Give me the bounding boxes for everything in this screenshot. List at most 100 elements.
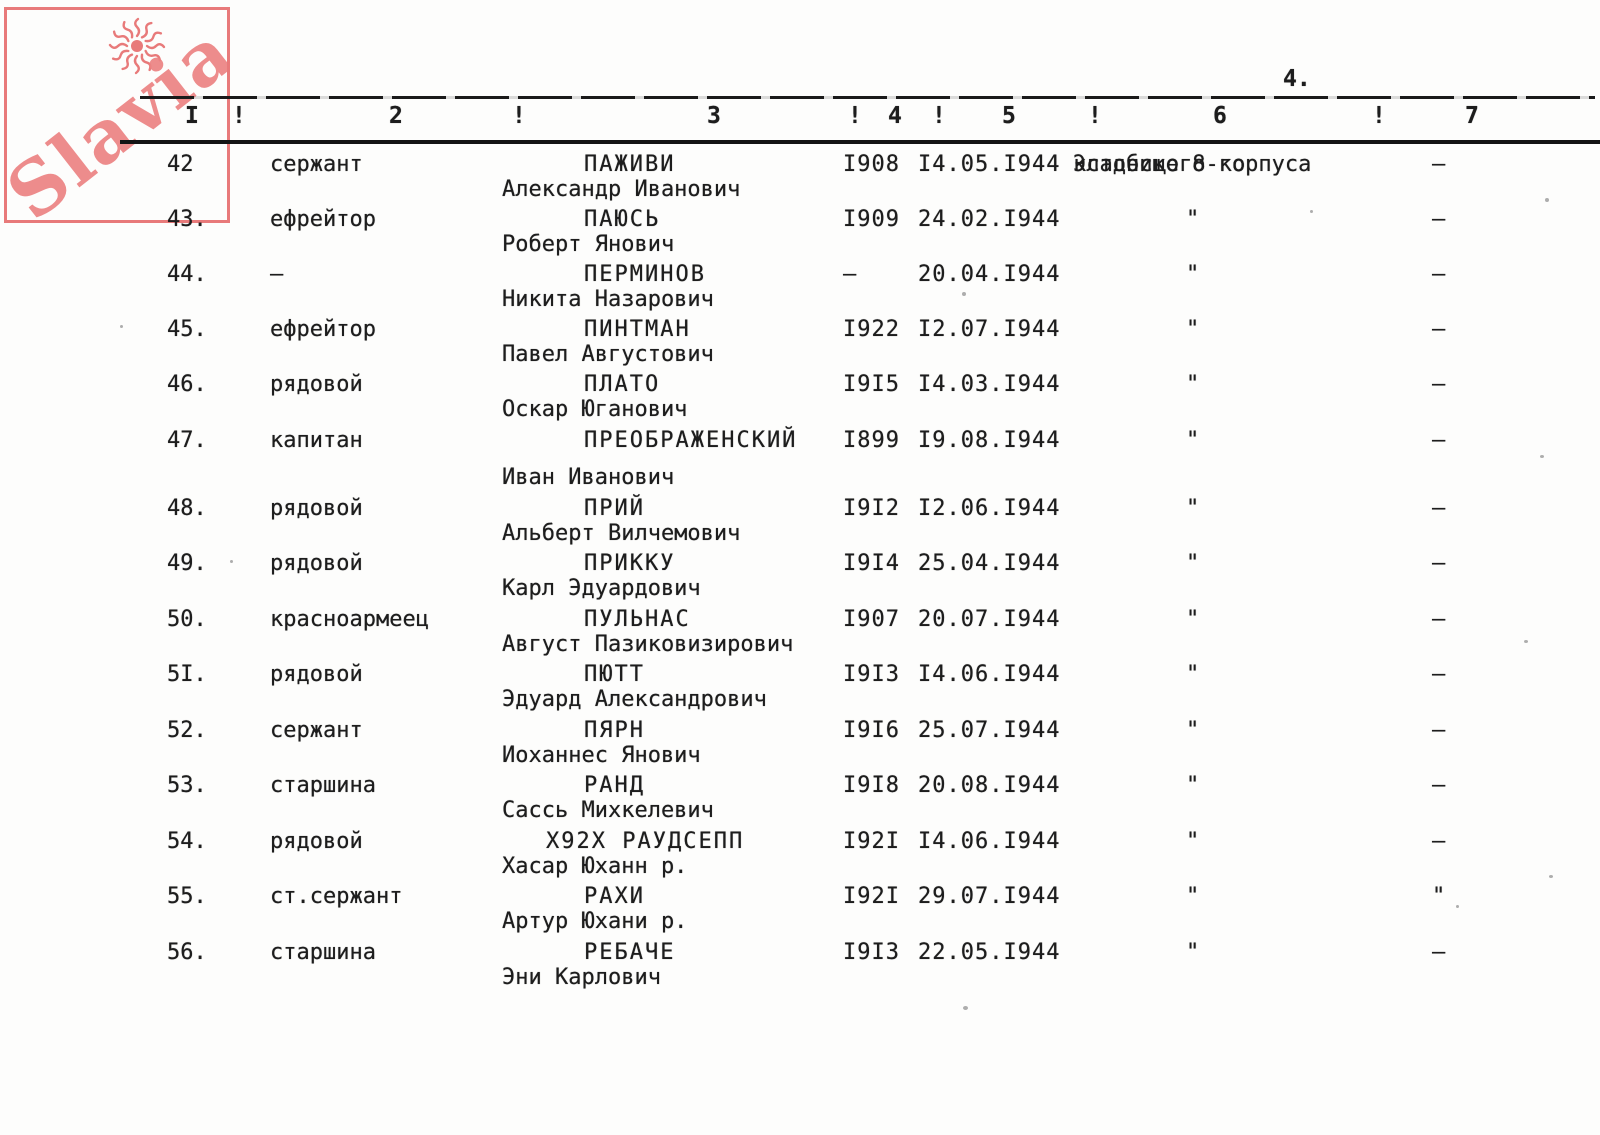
rank-cell: капитан bbox=[270, 428, 363, 453]
given-name-cell: Павел Августович bbox=[502, 342, 714, 367]
death-date-cell: I4.06.I944 bbox=[918, 829, 1061, 854]
award-cell: — bbox=[1432, 940, 1446, 965]
row-number: 53. bbox=[167, 773, 207, 798]
col-header-4: 4 bbox=[888, 103, 902, 129]
given-name-cell: Иван Иванович bbox=[502, 465, 675, 490]
scan-speckle bbox=[1549, 875, 1553, 878]
scan-speckle bbox=[963, 1006, 968, 1010]
surname-cell: ПИНТМАН bbox=[584, 317, 691, 342]
burial-place-cell: " bbox=[1186, 496, 1200, 521]
given-name-cell: Карл Эдуардович bbox=[502, 576, 701, 601]
table-row: 56. старшина РЕБАЧЕ Эни Карлович I9I3 22… bbox=[0, 940, 1600, 996]
rank-cell: сержант bbox=[270, 718, 363, 743]
col-separator: ! bbox=[1088, 103, 1102, 129]
birth-year-cell: I9I5 bbox=[843, 372, 900, 397]
col-header-1: I bbox=[185, 103, 199, 129]
burial-place-cell: " bbox=[1186, 428, 1200, 453]
row-number: 42 bbox=[167, 152, 194, 177]
birth-year-cell: I907 bbox=[843, 607, 900, 632]
award-cell: — bbox=[1432, 428, 1446, 453]
row-number: 44. bbox=[167, 262, 207, 287]
award-cell: — bbox=[1432, 372, 1446, 397]
rank-cell: старшина bbox=[270, 940, 376, 965]
death-date-cell: I2.07.I944 bbox=[918, 317, 1061, 342]
death-date-cell: I4.05.I944 bbox=[918, 152, 1061, 177]
award-cell: — bbox=[1432, 773, 1446, 798]
surname-cell: РАХИ bbox=[584, 884, 645, 909]
col-header-6: 6 bbox=[1213, 103, 1227, 129]
burial-place-cell: " bbox=[1186, 662, 1200, 687]
given-name-cell: Хасар Юханн р. bbox=[502, 854, 688, 879]
surname-cell: ПУЛЬНАС bbox=[584, 607, 691, 632]
top-rule bbox=[140, 96, 1595, 99]
award-cell: — bbox=[1432, 317, 1446, 342]
scan-speckle bbox=[962, 292, 966, 296]
given-name-cell: Артур Юхани р. bbox=[502, 909, 688, 934]
col-header-5: 5 bbox=[1002, 103, 1016, 129]
table-row: 50. красноармеец ПУЛЬНАС Август Пазикови… bbox=[0, 607, 1600, 663]
table-row: 44. — ПЕРМИНОВ Никита Назарович — 20.04.… bbox=[0, 262, 1600, 318]
row-number: 43. bbox=[167, 207, 207, 232]
col-separator: ! bbox=[932, 103, 946, 129]
col-separator: ! bbox=[232, 103, 246, 129]
award-cell: — bbox=[1432, 662, 1446, 687]
rank-cell: сержант bbox=[270, 152, 363, 177]
burial-place-cell: " bbox=[1186, 262, 1200, 287]
rank-cell: красноармеец bbox=[270, 607, 429, 632]
birth-year-cell: I9I8 bbox=[843, 773, 900, 798]
surname-cell: ПЯРН bbox=[584, 718, 645, 743]
table-row: 53. старшина РАНД Сассь Михкелевич I9I8 … bbox=[0, 773, 1600, 829]
row-number: 52. bbox=[167, 718, 207, 743]
given-name-cell: Иоханнес Янович bbox=[502, 743, 701, 768]
birth-year-cell: — bbox=[843, 262, 858, 287]
award-cell: — bbox=[1432, 496, 1446, 521]
surname-cell: РЕБАЧЕ bbox=[584, 940, 676, 965]
birth-year-cell: I9I3 bbox=[843, 662, 900, 687]
table-row: 45. ефрейтор ПИНТМАН Павел Августович I9… bbox=[0, 317, 1600, 373]
award-cell: — bbox=[1432, 829, 1446, 854]
rank-cell: рядовой bbox=[270, 496, 363, 521]
surname-cell: ПЛАТО bbox=[584, 372, 661, 397]
rank-cell: ефрейтор bbox=[270, 317, 376, 342]
scan-speckle bbox=[120, 325, 123, 328]
scan-speckle bbox=[230, 560, 233, 563]
given-name-cell: Сассь Михкелевич bbox=[502, 798, 714, 823]
scan-speckle bbox=[1310, 210, 1313, 213]
surname-cell: РАНД bbox=[584, 773, 645, 798]
header-rule bbox=[120, 140, 1600, 144]
col-header-2: 2 bbox=[389, 103, 403, 129]
table-row: 49. рядовой ПРИККУ Карл Эдуардович I9I4 … bbox=[0, 551, 1600, 607]
row-number: 55. bbox=[167, 884, 207, 909]
page-number: 4. bbox=[1283, 66, 1311, 92]
death-date-cell: I2.06.I944 bbox=[918, 496, 1061, 521]
table-row: 48. рядовой ПРИЙ Альберт Вилчемович I9I2… bbox=[0, 496, 1600, 552]
death-date-cell: 20.07.I944 bbox=[918, 607, 1061, 632]
row-number: 47. bbox=[167, 428, 207, 453]
rank-cell: рядовой bbox=[270, 551, 363, 576]
award-cell: — bbox=[1432, 207, 1446, 232]
birth-year-cell: I9I2 bbox=[843, 496, 900, 521]
surname-cell: Х92Х РАУДСЕПП bbox=[546, 829, 745, 854]
col-header-7: 7 bbox=[1465, 103, 1479, 129]
col-separator: ! bbox=[512, 103, 526, 129]
burial-place-cell: " bbox=[1186, 207, 1200, 232]
birth-year-cell: I908 bbox=[843, 152, 900, 177]
row-number: 56. bbox=[167, 940, 207, 965]
burial-place-cell-line2: Эстонского корпуса bbox=[1073, 152, 1312, 177]
given-name-cell: Оскар Юганович bbox=[502, 397, 688, 422]
burial-place-cell: " bbox=[1186, 372, 1200, 397]
sun-icon bbox=[108, 17, 166, 75]
rank-cell: старшина bbox=[270, 773, 376, 798]
given-name-cell: Никита Назарович bbox=[502, 287, 714, 312]
burial-place-cell: кладбище 8-го bbox=[1073, 152, 1246, 177]
birth-year-cell: I9I4 bbox=[843, 551, 900, 576]
rank-cell: ефрейтор bbox=[270, 207, 376, 232]
row-number: 49. bbox=[167, 551, 207, 576]
burial-place-cell: " bbox=[1186, 829, 1200, 854]
table-row: 54. рядовой Х92Х РАУДСЕПП Хасар Юханн р.… bbox=[0, 829, 1600, 885]
burial-place-cell: " bbox=[1186, 884, 1200, 909]
table-row: 5I. рядовой ПЮТТ Эдуард Александрович I9… bbox=[0, 662, 1600, 718]
burial-place-cell: " bbox=[1186, 940, 1200, 965]
award-cell: — bbox=[1432, 262, 1446, 287]
col-separator: ! bbox=[848, 103, 862, 129]
